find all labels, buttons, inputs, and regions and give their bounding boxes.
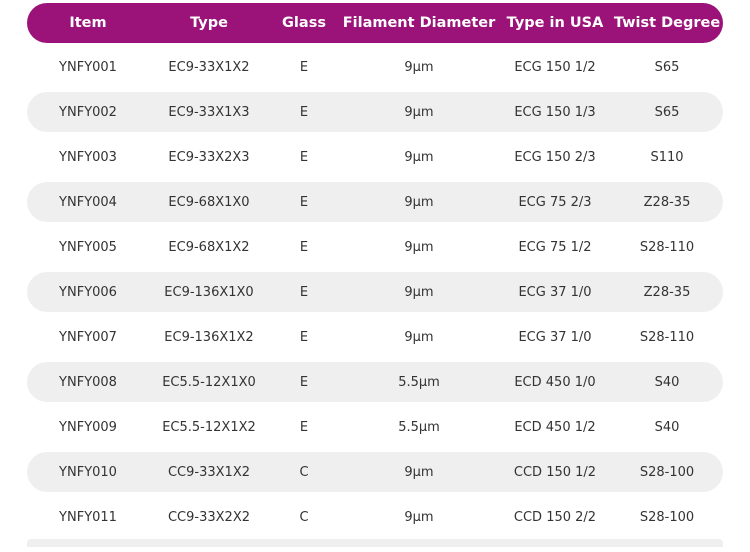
header-type-in-usa: Type in USA [506, 15, 604, 31]
cell-type: CC9-33X2X2 [167, 509, 250, 525]
cell-filament-diameter: 9μm [404, 149, 434, 165]
table-header: Item Type Glass Filament Diameter Type i… [27, 3, 723, 43]
cell-item: YNFY005 [59, 239, 117, 255]
cell-glass: E [299, 374, 309, 390]
cell-glass: E [299, 194, 309, 210]
cell-type-in-usa: ECG 37 1/0 [518, 284, 592, 300]
cell-twist-degree: S28-110 [639, 329, 695, 345]
cell-filament-diameter: 9μm [404, 329, 434, 345]
header-item: Item [69, 15, 107, 31]
cell-filament-diameter: 9μm [404, 59, 434, 75]
cell-item: YNFY002 [59, 104, 117, 120]
spec-table: Item Type Glass Filament Diameter Type i… [27, 3, 723, 542]
cell-filament-diameter: 9μm [404, 194, 434, 210]
cell-filament-diameter: 9μm [404, 239, 434, 255]
cell-type-in-usa: ECG 150 2/3 [514, 149, 596, 165]
table-row: YNFY007 EC9-136X1X2 E 9μm ECG 37 1/0 S28-110 [27, 317, 723, 357]
cell-type-in-usa: ECG 150 1/2 [514, 59, 596, 75]
cell-item: YNFY011 [59, 509, 117, 525]
cell-twist-degree: S40 [654, 374, 680, 390]
cell-type: EC5.5-12X1X2 [162, 419, 256, 435]
cell-filament-diameter: 9μm [404, 509, 434, 525]
cell-type-in-usa: CCD 150 1/2 [513, 464, 597, 480]
cell-type-in-usa: ECG 75 2/3 [518, 194, 592, 210]
cell-twist-degree: S110 [650, 149, 684, 165]
cell-twist-degree: S28-100 [639, 464, 695, 480]
cell-filament-diameter: 5.5μm [398, 374, 440, 390]
cell-glass: E [299, 419, 309, 435]
table-row: YNFY002 EC9-33X1X3 E 9μm ECG 150 1/3 S65 [27, 92, 723, 132]
cell-item: YNFY003 [59, 149, 117, 165]
table-row: YNFY006 EC9-136X1X0 E 9μm ECG 37 1/0 Z28-35 [27, 272, 723, 312]
table-row: YNFY001 EC9-33X1X2 E 9μm ECG 150 1/2 S65 [27, 47, 723, 87]
cell-glass: C [299, 509, 309, 525]
cell-type: EC9-68X1X0 [168, 194, 250, 210]
cell-filament-diameter: 9μm [404, 284, 434, 300]
cell-type: EC9-33X2X3 [168, 149, 250, 165]
header-glass: Glass [282, 15, 326, 31]
cell-type-in-usa: ECG 150 1/3 [514, 104, 596, 120]
table-row: YNFY009 EC5.5-12X1X2 E 5.5μm ECD 450 1/2 S40 [27, 407, 723, 447]
cell-twist-degree: S65 [654, 104, 680, 120]
cell-item: YNFY008 [59, 374, 117, 390]
cell-type: EC9-68X1X2 [168, 239, 250, 255]
cell-item: YNFY006 [59, 284, 117, 300]
table-row: YNFY003 EC9-33X2X3 E 9μm ECG 150 2/3 S110 [27, 137, 723, 177]
cell-type: EC9-136X1X0 [164, 284, 254, 300]
cell-type: EC5.5-12X1X0 [162, 374, 256, 390]
cell-twist-degree: Z28-35 [643, 194, 691, 210]
table-row: YNFY005 EC9-68X1X2 E 9μm ECG 75 1/2 S28-110 [27, 227, 723, 267]
cell-filament-diameter: 9μm [404, 104, 434, 120]
cell-glass: E [299, 104, 309, 120]
cell-filament-diameter: 5.5μm [398, 419, 440, 435]
cell-type-in-usa: ECG 37 1/0 [518, 329, 592, 345]
cell-filament-diameter: 9μm [404, 464, 434, 480]
cell-item: YNFY007 [59, 329, 117, 345]
cell-type: EC9-33X1X3 [168, 104, 250, 120]
cell-item: YNFY010 [59, 464, 117, 480]
cell-type-in-usa: ECD 450 1/2 [514, 419, 596, 435]
cell-glass: E [299, 239, 309, 255]
cell-type: EC9-136X1X2 [164, 329, 254, 345]
cell-glass: E [299, 284, 309, 300]
cell-glass: E [299, 329, 309, 345]
table-row: YNFY010 CC9-33X1X2 C 9μm CCD 150 1/2 S28-100 [27, 452, 723, 492]
header-filament-diameter: Filament Diameter [342, 15, 496, 31]
table-row: YNFY008 EC5.5-12X1X0 E 5.5μm ECD 450 1/0 S40 [27, 362, 723, 402]
cell-twist-degree: S65 [654, 59, 680, 75]
cell-twist-degree: Z28-35 [643, 284, 691, 300]
cell-glass: E [299, 149, 309, 165]
header-twist-degree: Twist Degree [613, 15, 721, 31]
cell-item: YNFY009 [59, 419, 117, 435]
cell-twist-degree: S28-110 [639, 239, 695, 255]
cell-type-in-usa: ECG 75 1/2 [518, 239, 592, 255]
table-row: YNFY004 EC9-68X1X0 E 9μm ECG 75 2/3 Z28-35 [27, 182, 723, 222]
cell-glass: E [299, 59, 309, 75]
cell-type: CC9-33X1X2 [167, 464, 250, 480]
cell-item: YNFY001 [59, 59, 117, 75]
cell-glass: C [299, 464, 309, 480]
cell-type-in-usa: CCD 150 2/2 [513, 509, 597, 525]
cell-twist-degree: S28-100 [639, 509, 695, 525]
table-bottom-edge [27, 539, 723, 547]
header-type: Type [190, 15, 228, 31]
cell-type: EC9-33X1X2 [168, 59, 250, 75]
cell-twist-degree: S40 [654, 419, 680, 435]
table-row: YNFY011 CC9-33X2X2 C 9μm CCD 150 2/2 S28-100 [27, 497, 723, 537]
cell-item: YNFY004 [59, 194, 117, 210]
table-body: YNFY001 EC9-33X1X2 E 9μm ECG 150 1/2 S65 YNFY0… [27, 47, 723, 537]
cell-type-in-usa: ECD 450 1/0 [514, 374, 596, 390]
